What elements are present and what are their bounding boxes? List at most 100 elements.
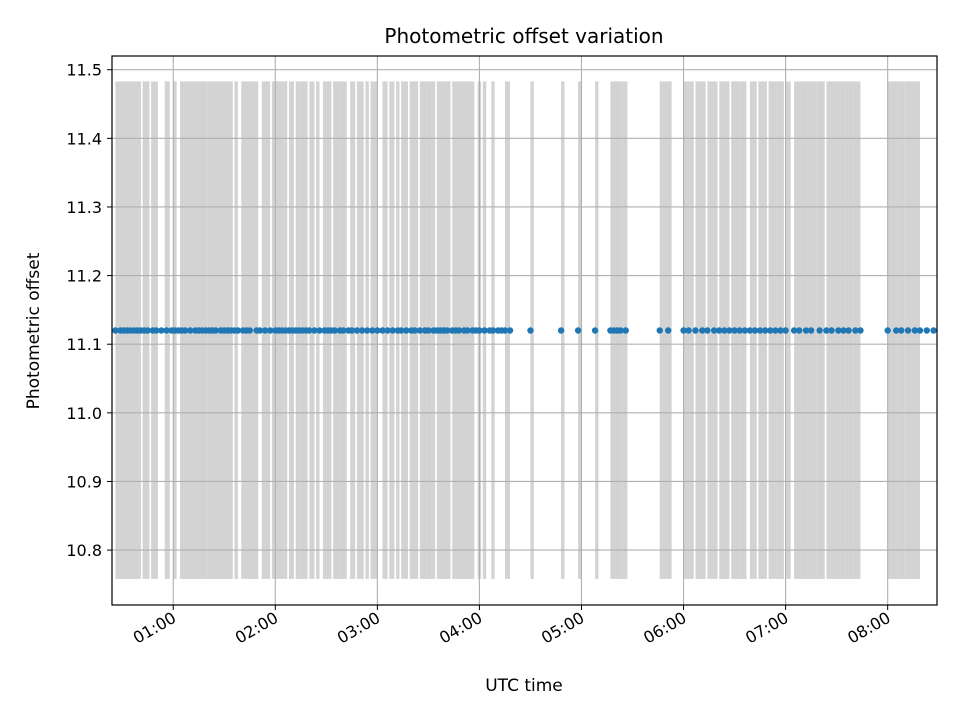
- data-point: [369, 327, 376, 334]
- data-point: [916, 327, 924, 334]
- data-point: [163, 327, 170, 334]
- data-point: [746, 327, 754, 334]
- data-point: [455, 327, 463, 334]
- data-point: [731, 327, 738, 334]
- x-tick-label: 04:00: [436, 608, 485, 648]
- data-point: [782, 327, 789, 334]
- data-point: [384, 327, 391, 334]
- data-point: [234, 327, 242, 334]
- data-point: [923, 327, 930, 334]
- data-point: [246, 327, 253, 334]
- data-point: [828, 327, 835, 334]
- y-axis: 10.8 10.9 11.0 11.1 11.2 11.3 11.4 11.5: [66, 61, 112, 560]
- x-tick-label: 08:00: [844, 608, 893, 648]
- exposure-band: [659, 81, 667, 579]
- data-point: [816, 327, 823, 334]
- data-point: [840, 327, 847, 334]
- data-point: [557, 327, 565, 334]
- x-tick-label: 05:00: [538, 608, 587, 648]
- y-tick-label: 10.9: [66, 472, 102, 491]
- x-tick-label: 01:00: [130, 608, 179, 648]
- data-point: [762, 327, 769, 334]
- data-point: [353, 327, 361, 334]
- data-point: [930, 327, 937, 334]
- data-point: [884, 327, 891, 334]
- y-tick-label: 11.3: [66, 198, 102, 217]
- x-tick-label: 07:00: [742, 608, 791, 648]
- data-point: [187, 327, 194, 334]
- grid-layer: [112, 56, 937, 605]
- data-point: [756, 327, 764, 334]
- data-point: [685, 327, 692, 334]
- data-point: [527, 327, 534, 334]
- x-tick-label: 03:00: [334, 608, 383, 648]
- data-point: [892, 327, 900, 334]
- data-point: [716, 327, 723, 334]
- data-point: [389, 327, 396, 334]
- plot-frame: [111, 55, 938, 606]
- data-point: [425, 327, 432, 334]
- data-point: [212, 327, 219, 334]
- data-point: [379, 327, 386, 334]
- data-point: [704, 327, 711, 334]
- data-point: [857, 327, 864, 334]
- data-point: [617, 327, 624, 334]
- data-point: [261, 327, 269, 334]
- chart-title: Photometric offset variation: [384, 24, 663, 48]
- y-axis-label: Photometric offset: [24, 252, 44, 409]
- data-point: [464, 327, 471, 334]
- data-point: [726, 327, 733, 334]
- data-point: [481, 327, 488, 334]
- data-point: [181, 327, 189, 334]
- data-point: [112, 327, 119, 334]
- data-point: [835, 327, 842, 334]
- x-axis: 01:00 02:00 03:00 04:00 05:00 06:00 07:00 08:00: [130, 605, 894, 648]
- data-point: [256, 327, 264, 334]
- data-point: [622, 327, 629, 334]
- data-point: [348, 327, 356, 334]
- data-point: [656, 327, 663, 334]
- data-point: [904, 327, 912, 334]
- data-point: [340, 327, 347, 334]
- data-point: [574, 327, 582, 334]
- data-point: [911, 327, 919, 334]
- data-point: [363, 327, 371, 334]
- data-point: [777, 327, 784, 334]
- data-point: [591, 327, 599, 334]
- data-point: [331, 327, 339, 334]
- data-point: [736, 327, 743, 334]
- data-point: [772, 327, 779, 334]
- data-point: [306, 327, 313, 334]
- data-point: [506, 327, 514, 334]
- data-point: [692, 327, 699, 334]
- x-tick-label: 06:00: [640, 608, 689, 648]
- x-tick-label: 02:00: [232, 608, 281, 648]
- data-point: [489, 327, 497, 334]
- data-point: [267, 327, 274, 334]
- y-tick-label: 11.4: [66, 129, 102, 148]
- data-point: [852, 327, 859, 334]
- data-point: [374, 327, 381, 334]
- data-point: [443, 327, 451, 334]
- y-tick-label: 11.1: [66, 335, 102, 354]
- data-point: [665, 327, 672, 334]
- data-point: [311, 327, 318, 334]
- y-tick-label: 10.8: [66, 541, 102, 560]
- data-point: [153, 327, 160, 334]
- data-point: [476, 327, 483, 334]
- data-point: [411, 327, 418, 334]
- data-point: [790, 327, 798, 334]
- data-point: [316, 327, 323, 334]
- data-point: [898, 327, 905, 334]
- data-point: [403, 327, 410, 334]
- data-point: [416, 327, 424, 334]
- data-point: [741, 327, 748, 334]
- points-layer: [112, 327, 937, 334]
- data-point: [767, 327, 774, 334]
- data-point: [845, 327, 852, 334]
- data-point: [721, 327, 728, 334]
- data-point: [710, 327, 718, 334]
- y-tick-label: 11.2: [66, 267, 102, 286]
- data-point: [823, 327, 830, 334]
- x-axis-label: UTC time: [485, 676, 563, 696]
